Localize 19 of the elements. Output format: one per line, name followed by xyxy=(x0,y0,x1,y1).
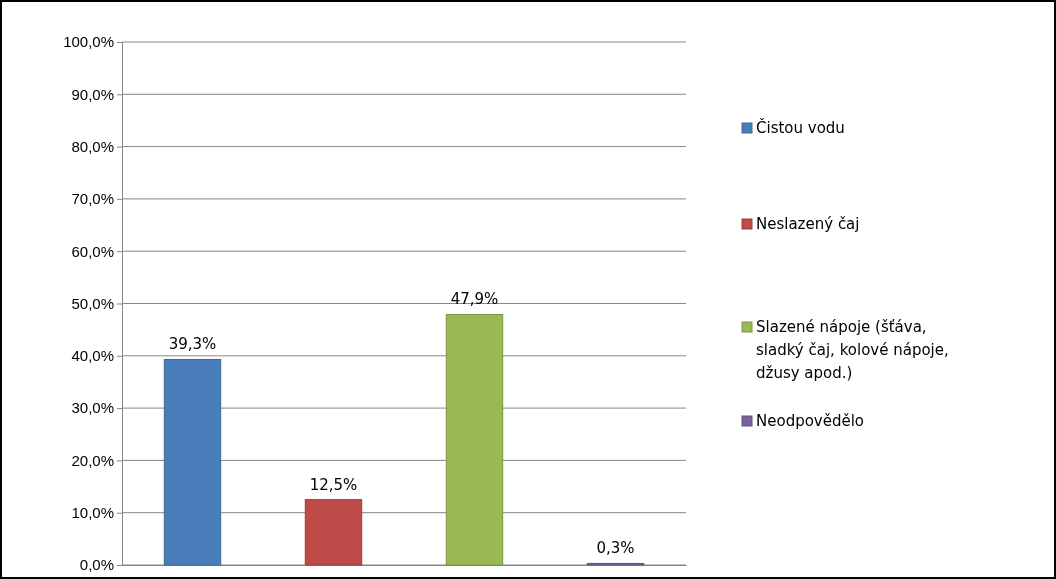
legend-label: Neodpovědělo xyxy=(756,412,865,430)
y-tick-label: 90,0% xyxy=(71,85,114,103)
y-tick-label: 30,0% xyxy=(71,399,114,417)
y-tick-label: 10,0% xyxy=(71,504,114,521)
y-tick-label: 40,0% xyxy=(71,347,114,365)
y-tick-label: 50,0% xyxy=(71,294,114,312)
y-tick-label: 70,0% xyxy=(71,190,114,208)
data-label: 0,3% xyxy=(596,539,635,558)
legend-label: Neslazený čaj xyxy=(756,215,860,233)
legend-label: Čistou vodu xyxy=(756,118,845,137)
y-tick-label: 80,0% xyxy=(71,137,114,155)
y-tick-label: 60,0% xyxy=(71,242,114,260)
y-tick-label: 20,0% xyxy=(71,451,114,469)
y-tick-label: 0,0% xyxy=(79,556,114,574)
data-label: 12,5% xyxy=(309,475,358,494)
y-tick-label: 100,0% xyxy=(63,33,114,51)
data-label: 39,3% xyxy=(168,335,217,354)
legend-label: Slazené nápoje (šťáva, sladký čaj, kolové nápoje, džusy apod.) xyxy=(756,318,949,382)
data-label: 47,9% xyxy=(450,290,499,309)
